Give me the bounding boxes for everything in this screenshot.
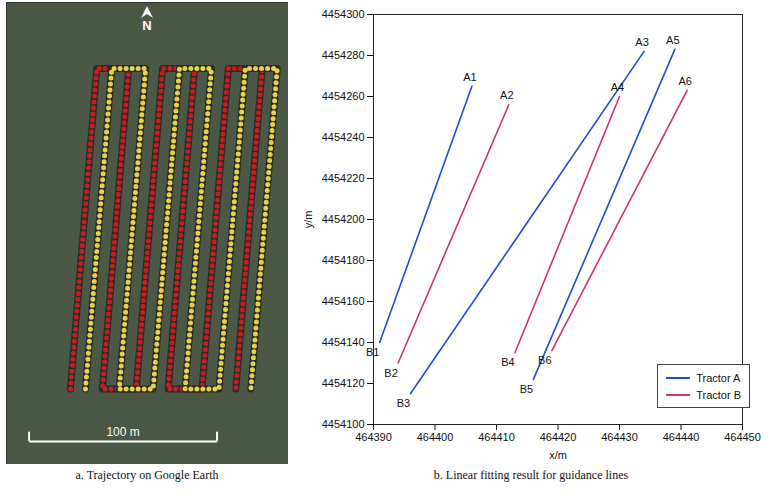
html-text:b. Linear fitting result for g: b. Linear fitting result for guidance li… <box>433 468 629 482</box>
svg-text:A6: A6 <box>678 75 691 87</box>
svg-text:B5: B5 <box>520 383 533 395</box>
svg-text:4454280: 4454280 <box>322 49 365 61</box>
svg-text:464440: 464440 <box>663 431 700 443</box>
html-text:N: N <box>142 18 152 33</box>
svg-text:A3: A3 <box>635 36 648 48</box>
svg-text:x/m: x/m <box>549 449 567 461</box>
svg-text:464390: 464390 <box>355 431 392 443</box>
svg-text:464450: 464450 <box>724 431 761 443</box>
svg-text:A1: A1 <box>463 71 476 83</box>
svg-text:100 m: 100 m <box>106 425 139 439</box>
svg-text:4454240: 4454240 <box>322 131 365 143</box>
svg-text:4454300: 4454300 <box>322 8 365 20</box>
svg-text:B2: B2 <box>384 367 397 379</box>
svg-text:A4: A4 <box>611 81 624 93</box>
html-text:Tractor A: Tractor A <box>696 371 741 384</box>
svg-text:4454100: 4454100 <box>322 418 365 430</box>
html-text:Tractor B: Tractor B <box>696 388 741 401</box>
svg-text:y/m: y/m <box>302 211 314 229</box>
svg-text:4454180: 4454180 <box>322 254 365 266</box>
svg-text:4454120: 4454120 <box>322 377 365 389</box>
svg-text:4454220: 4454220 <box>322 172 365 184</box>
svg-text:4454200: 4454200 <box>322 213 365 225</box>
svg-text:B6: B6 <box>538 354 551 366</box>
svg-text:464410: 464410 <box>478 431 515 443</box>
svg-text:4454160: 4454160 <box>322 295 365 307</box>
svg-text:464420: 464420 <box>540 431 577 443</box>
svg-text:B4: B4 <box>501 356 514 368</box>
svg-text:4454140: 4454140 <box>322 336 365 348</box>
svg-text:B1: B1 <box>366 346 379 358</box>
svg-text:A5: A5 <box>666 34 679 46</box>
svg-text:A2: A2 <box>500 89 513 101</box>
svg-text:B3: B3 <box>397 397 410 409</box>
svg-text:464400: 464400 <box>417 431 454 443</box>
html-text:a. Trajectory on Google Earth: a. Trajectory on Google Earth <box>75 468 219 482</box>
svg-text:4454260: 4454260 <box>322 90 365 102</box>
svg-text:464430: 464430 <box>601 431 638 443</box>
